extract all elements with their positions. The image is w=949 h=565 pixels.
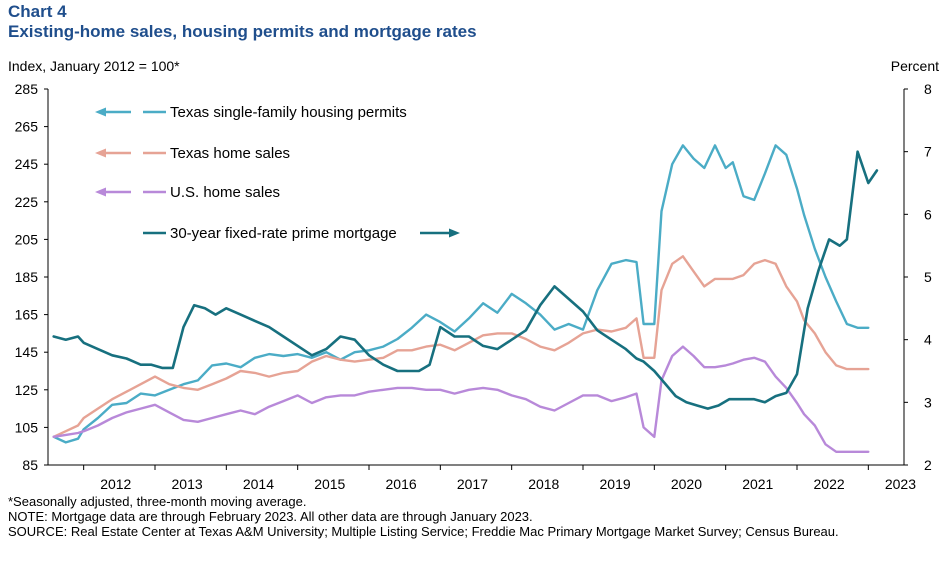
x-tick-label: 2020 [671,476,702,490]
legend-arrow-head [95,148,106,158]
legend-label: 30-year fixed-rate prime mortgage [170,225,397,242]
x-tick-label: 2023 [885,476,916,490]
legend-arrow-head [95,187,106,197]
left-tick-label: 265 [15,119,39,135]
chart-plot: 85 105 125 145 165 185 205 225 245 265 285 2 3 4 5 6 7 8 2… [15,81,932,490]
series-line-30-year-fixed-rate-prime-mortgage [52,150,879,410]
footnote-text: *Seasonally adjusted, three-month moving… [8,494,307,509]
right-axis-title: Percent [890,58,939,74]
left-tick-label: 205 [15,231,39,247]
legend-label: Texas single-family housing permits [170,104,407,121]
x-tick-label: 2018 [528,476,559,490]
x-tick-label: 2022 [814,476,845,490]
left-tick-label: 225 [15,194,39,210]
right-tick-label: 2 [924,457,932,473]
left-tick-label: 125 [15,382,39,398]
legend-item-u-s-home-sales: U.S. home sales [95,184,280,201]
left-tick-label: 165 [15,307,39,323]
chart-number-label: Chart 4 [8,2,67,21]
legend-label: U.S. home sales [170,184,280,201]
left-tick-label: 245 [15,156,39,172]
x-tick-label: 2012 [100,476,131,490]
left-tick-label: 85 [22,457,38,473]
right-tick-label: 6 [924,206,932,222]
right-tick-label: 4 [924,332,932,348]
title-block: Chart 4 Existing-home sales, housing per… [8,2,477,42]
right-tick-label: 8 [924,81,932,97]
x-tick-label: 2016 [386,476,417,490]
x-tick-label: 2019 [600,476,631,490]
right-tick-label: 5 [924,269,932,285]
left-axis-title: Index, January 2012 = 100* [8,58,180,74]
series-line-u-s-home-sales [52,345,870,453]
note-text: NOTE: Mortgage data are through February… [8,509,533,524]
x-tick-label: 2013 [172,476,203,490]
series-line-texas-home-sales [52,255,870,438]
right-tick-label: 7 [924,144,932,160]
chart-notes: *Seasonally adjusted, three-month moving… [8,494,938,539]
left-tick-label: 185 [15,269,39,285]
legend-arrow-head [95,107,106,117]
x-tick-label: 2015 [314,476,345,490]
x-tick-label: 2017 [457,476,488,490]
x-tick-label: 2014 [243,476,274,490]
x-tick-label: 2021 [742,476,773,490]
legend-arrow-head [449,228,460,238]
right-tick-label: 3 [924,394,932,410]
left-tick-label: 145 [15,344,39,360]
chart-title: Existing-home sales, housing permits and… [8,22,477,41]
source-text: SOURCE: Real Estate Center at Texas A&M … [8,524,839,539]
left-tick-label: 105 [15,419,39,435]
legend-label: Texas home sales [170,145,290,162]
legend-item-30-year-fixed-rate-prime-mortgage: 30-year fixed-rate prime mortgage [143,225,460,242]
legend-item-texas-home-sales: Texas home sales [95,145,290,162]
legend-item-texas-single-family-housing-permits: Texas single-family housing permits [95,104,407,121]
series-line-texas-single-family-housing-permits [52,144,870,444]
left-tick-label: 285 [15,81,39,97]
